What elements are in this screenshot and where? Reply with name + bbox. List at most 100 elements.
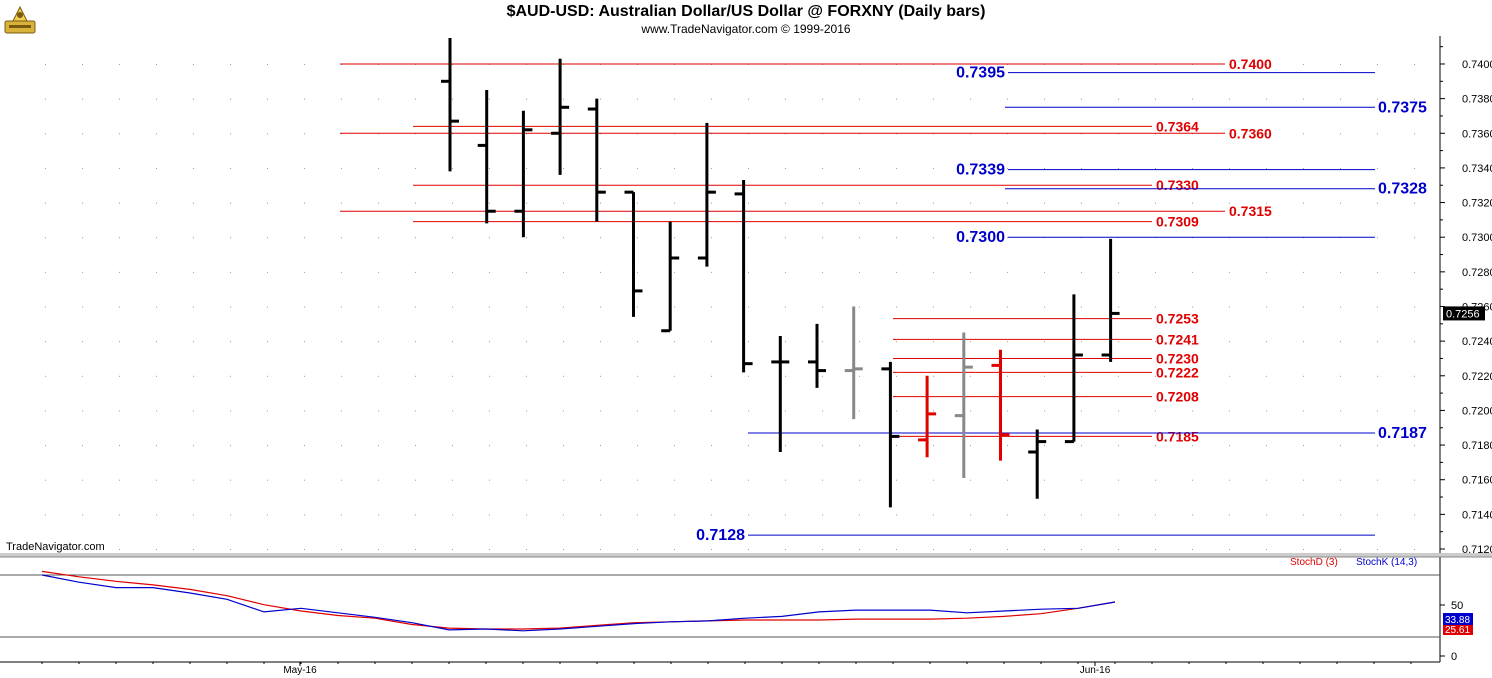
grid-dot bbox=[674, 98, 675, 100]
grid-dot bbox=[415, 202, 416, 204]
grid-dot bbox=[1340, 549, 1341, 550]
grid-dot bbox=[1118, 167, 1119, 169]
grid-dot bbox=[896, 445, 897, 447]
grid-dot bbox=[1007, 202, 1008, 204]
grid-dot bbox=[859, 514, 860, 516]
grid-dot bbox=[1266, 202, 1267, 204]
ohlc-bar bbox=[991, 349, 1010, 461]
grid-dot bbox=[489, 271, 490, 273]
grid-dot bbox=[193, 479, 194, 481]
grid-dot bbox=[489, 98, 490, 100]
grid-dot bbox=[1303, 445, 1304, 447]
last-price-badge bbox=[1443, 306, 1485, 321]
grid-dot bbox=[267, 375, 268, 377]
grid-dot bbox=[489, 549, 490, 550]
grid-dot bbox=[304, 202, 305, 204]
grid-dot bbox=[748, 271, 749, 273]
grid-dot bbox=[1414, 445, 1415, 447]
grid-dot bbox=[378, 98, 379, 100]
grid-dot bbox=[82, 202, 83, 204]
grid-dot bbox=[563, 306, 564, 308]
grid-dot bbox=[1007, 549, 1008, 550]
grid-dot bbox=[119, 375, 120, 377]
grid-dot bbox=[156, 410, 157, 412]
grid-dot bbox=[563, 167, 564, 169]
grid-dot bbox=[1266, 410, 1267, 412]
grid-dot bbox=[378, 237, 379, 239]
grid-dot bbox=[267, 98, 268, 100]
grid-dot bbox=[674, 479, 675, 481]
grid-dot bbox=[822, 479, 823, 481]
grid-dot bbox=[193, 410, 194, 412]
grid-dot bbox=[489, 341, 490, 343]
grid-dot bbox=[193, 133, 194, 135]
grid-dot bbox=[970, 167, 971, 169]
grid-dot bbox=[1414, 98, 1415, 100]
grid-dot bbox=[230, 445, 231, 447]
grid-dot bbox=[341, 271, 342, 273]
grid-dot bbox=[600, 98, 601, 100]
grid-dot bbox=[600, 514, 601, 516]
grid-dot bbox=[933, 271, 934, 273]
grid-dot bbox=[1155, 306, 1156, 308]
grid-dot bbox=[1192, 410, 1193, 412]
grid-dot bbox=[452, 549, 453, 550]
grid-dot bbox=[193, 341, 194, 343]
grid-dot bbox=[785, 202, 786, 204]
grid-dot bbox=[785, 341, 786, 343]
grid-dot bbox=[341, 375, 342, 377]
grid-dot bbox=[193, 445, 194, 447]
grid-dot bbox=[45, 237, 46, 239]
grid-dot bbox=[1118, 202, 1119, 204]
grid-dot bbox=[526, 167, 527, 169]
grid-dot bbox=[1044, 306, 1045, 308]
grid-dot bbox=[1266, 98, 1267, 100]
grid-dot bbox=[1044, 479, 1045, 481]
ohlc-bar bbox=[477, 89, 496, 224]
grid-dot bbox=[378, 375, 379, 377]
grid-dot bbox=[711, 549, 712, 550]
grid-dot bbox=[970, 202, 971, 204]
stoch-axis-tick-label: 50 bbox=[1451, 600, 1463, 612]
level-label: 0.7309 bbox=[1156, 214, 1199, 230]
grid-dot bbox=[1377, 63, 1378, 65]
grid-dot bbox=[193, 237, 194, 239]
grid-dot bbox=[452, 98, 453, 100]
grid-dot bbox=[304, 375, 305, 377]
grid-dot bbox=[341, 202, 342, 204]
grid-dot bbox=[1266, 133, 1267, 135]
grid-dot bbox=[970, 549, 971, 550]
grid-dot bbox=[415, 306, 416, 308]
grid-dot bbox=[1192, 479, 1193, 481]
grid-dot bbox=[1377, 445, 1378, 447]
grid-dot bbox=[1340, 445, 1341, 447]
level-label: 0.7360 bbox=[1229, 125, 1272, 141]
grid-dot bbox=[933, 375, 934, 377]
grid-dot bbox=[748, 306, 749, 308]
grid-dot bbox=[452, 167, 453, 169]
grid-dot bbox=[45, 514, 46, 516]
level-label: 0.7208 bbox=[1156, 389, 1199, 405]
grid-dot bbox=[1081, 410, 1082, 412]
grid-dot bbox=[563, 98, 564, 100]
grid-dot bbox=[637, 202, 638, 204]
grid-dot bbox=[1377, 549, 1378, 550]
ohlc-bar bbox=[1028, 429, 1047, 499]
grid-dot bbox=[193, 98, 194, 100]
grid-dot bbox=[1377, 133, 1378, 135]
grid-dot bbox=[1044, 167, 1045, 169]
grid-dot bbox=[341, 167, 342, 169]
grid-dot bbox=[748, 375, 749, 377]
grid-dot bbox=[600, 341, 601, 343]
grid-dot bbox=[341, 410, 342, 412]
grid-dot bbox=[415, 375, 416, 377]
grid-dot bbox=[230, 410, 231, 412]
grid-dot bbox=[1377, 514, 1378, 516]
grid-dot bbox=[822, 98, 823, 100]
chart-subtitle: www.TradeNavigator.com © 1999-2016 bbox=[641, 22, 851, 36]
grid-dot bbox=[785, 237, 786, 239]
grid-dot bbox=[785, 167, 786, 169]
